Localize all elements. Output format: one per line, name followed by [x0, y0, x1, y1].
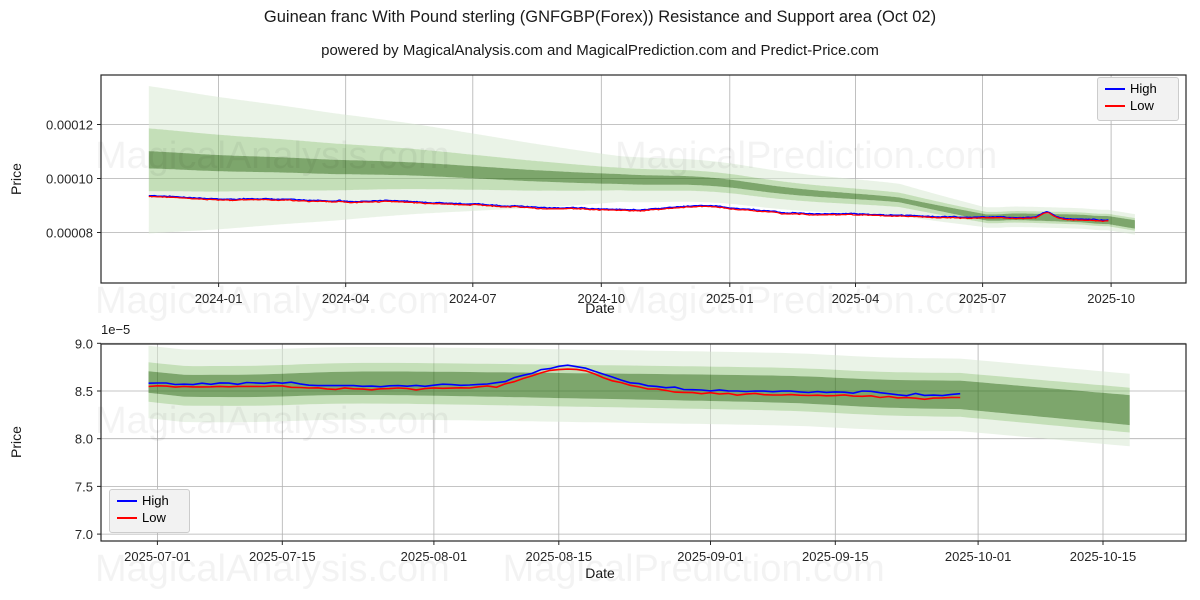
svg-text:0.00012: 0.00012 — [46, 118, 93, 133]
svg-text:7.0: 7.0 — [75, 527, 93, 542]
svg-text:0.00010: 0.00010 — [46, 172, 93, 187]
svg-text:2025-10-01: 2025-10-01 — [945, 549, 1012, 564]
svg-text:2025-10-15: 2025-10-15 — [1070, 549, 1137, 564]
svg-text:0.00008: 0.00008 — [46, 226, 93, 241]
svg-text:8.5: 8.5 — [75, 384, 93, 399]
svg-text:8.0: 8.0 — [75, 432, 93, 447]
svg-text:9.0: 9.0 — [75, 336, 93, 351]
svg-text:7.5: 7.5 — [75, 479, 93, 494]
